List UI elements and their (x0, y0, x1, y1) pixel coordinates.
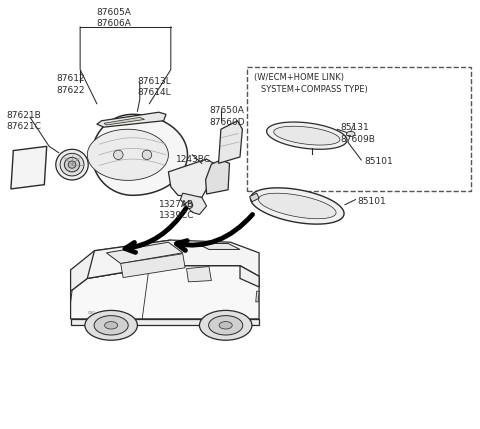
Ellipse shape (56, 149, 88, 180)
Polygon shape (71, 240, 171, 291)
Text: 87613L
87614L: 87613L 87614L (137, 77, 171, 97)
Polygon shape (87, 240, 259, 278)
Text: 85101: 85101 (364, 157, 393, 166)
Text: 87650A
87660D: 87650A 87660D (209, 106, 245, 127)
Text: 1243BC: 1243BC (176, 155, 211, 164)
Ellipse shape (347, 131, 355, 136)
Polygon shape (104, 117, 144, 125)
Ellipse shape (142, 150, 152, 160)
Text: (W/ECM+HOME LINK): (W/ECM+HOME LINK) (254, 73, 344, 82)
Polygon shape (187, 266, 211, 282)
Text: 87621B
87621C: 87621B 87621C (6, 111, 41, 131)
Polygon shape (180, 193, 206, 214)
Ellipse shape (219, 322, 232, 329)
Polygon shape (240, 266, 259, 287)
Text: 85131
87609B: 85131 87609B (340, 124, 375, 144)
Text: 87612
87622: 87612 87622 (56, 75, 85, 94)
Ellipse shape (199, 311, 252, 340)
Polygon shape (168, 159, 214, 197)
Polygon shape (107, 242, 183, 263)
Text: 000: 000 (88, 311, 96, 314)
Polygon shape (11, 146, 47, 189)
Polygon shape (250, 193, 259, 202)
Ellipse shape (94, 316, 128, 335)
Ellipse shape (64, 157, 80, 172)
Ellipse shape (68, 161, 76, 168)
Ellipse shape (60, 153, 84, 176)
Polygon shape (274, 126, 340, 145)
Ellipse shape (185, 202, 193, 208)
Polygon shape (71, 319, 259, 325)
Polygon shape (87, 129, 168, 180)
Polygon shape (71, 266, 259, 319)
Polygon shape (251, 188, 344, 224)
Text: 87605A
87606A: 87605A 87606A (96, 9, 131, 28)
Polygon shape (218, 121, 242, 163)
Ellipse shape (114, 150, 123, 160)
Polygon shape (258, 193, 336, 219)
Text: 85101: 85101 (357, 197, 385, 206)
Polygon shape (97, 112, 166, 127)
Bar (247, 67, 471, 191)
Polygon shape (197, 244, 240, 249)
Ellipse shape (209, 316, 243, 335)
Polygon shape (256, 291, 259, 302)
Polygon shape (92, 115, 188, 195)
Text: SYSTEM+COMPASS TYPE): SYSTEM+COMPASS TYPE) (262, 85, 368, 94)
Polygon shape (266, 122, 347, 149)
Text: 1327AB
1339CC: 1327AB 1339CC (159, 200, 194, 220)
Ellipse shape (105, 322, 118, 329)
Ellipse shape (85, 311, 137, 340)
Polygon shape (120, 254, 185, 278)
Polygon shape (205, 160, 229, 194)
